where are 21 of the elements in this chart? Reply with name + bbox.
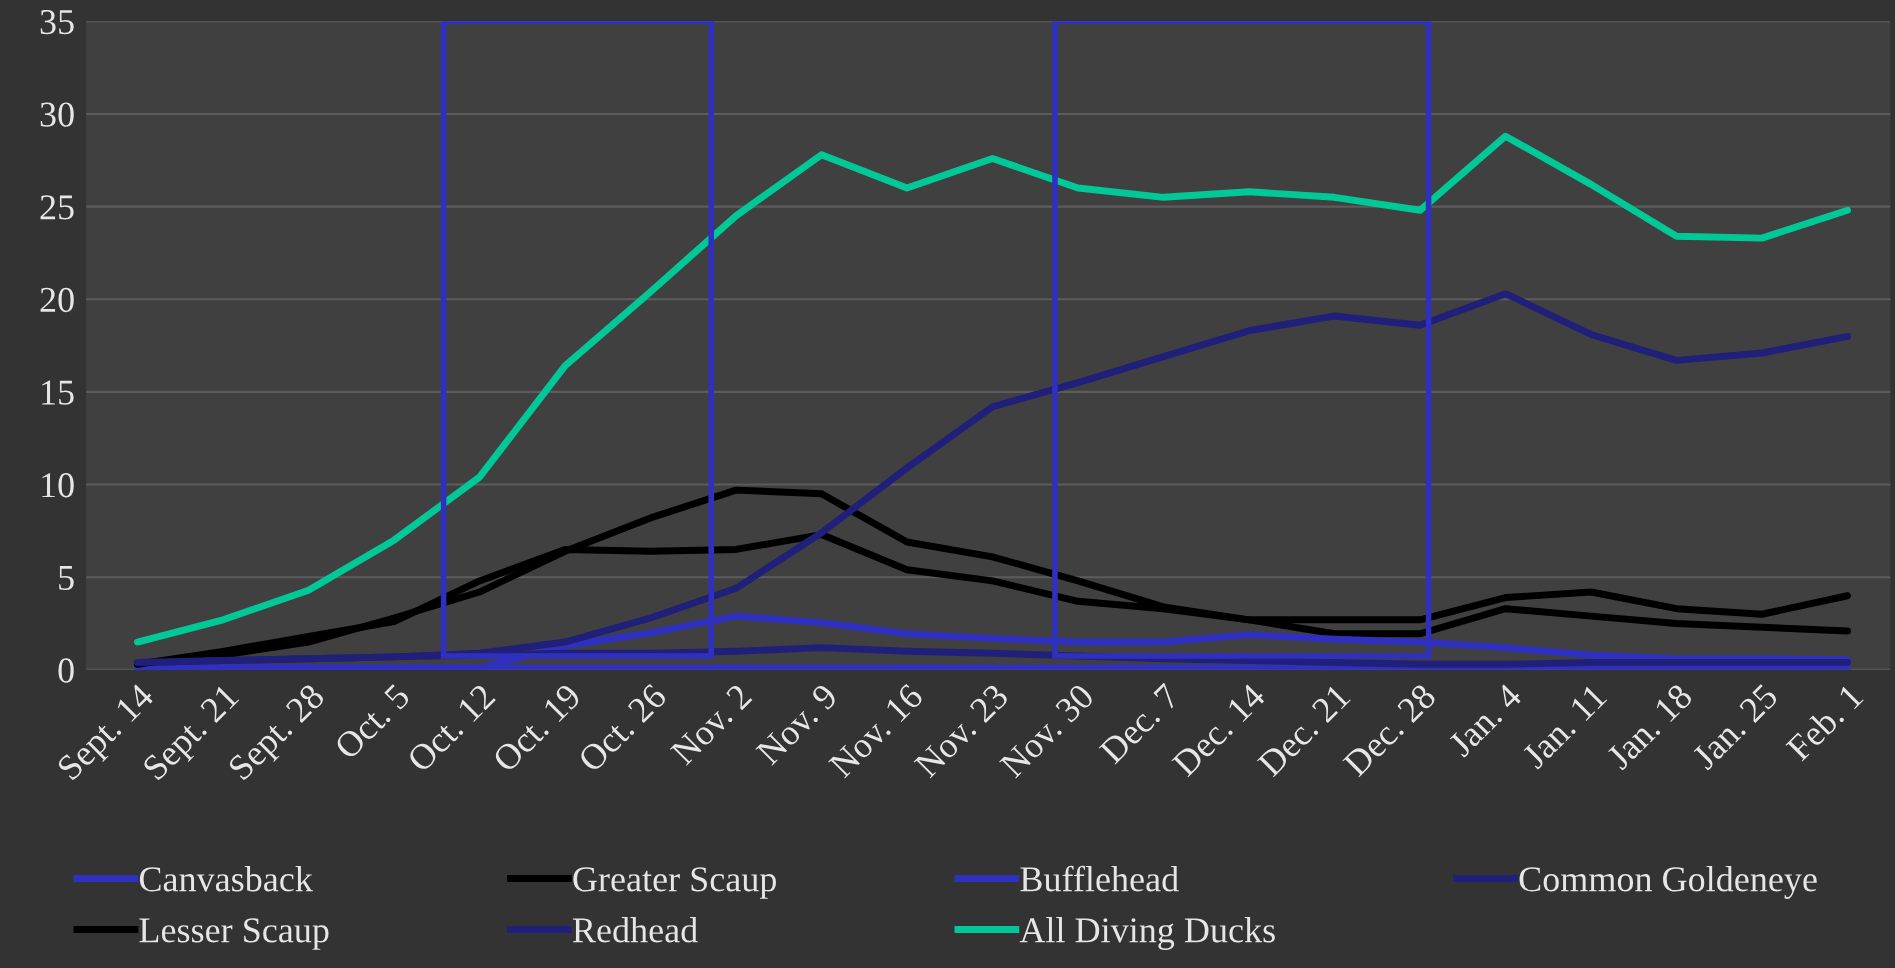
y-tick-label: 15	[42, 380, 74, 405]
y-tick-label: 10	[42, 473, 74, 498]
y-tick-label: 25	[40, 195, 74, 220]
y-tick-label: 20	[40, 287, 74, 313]
legend-label: Bufflehead	[1020, 865, 1179, 892]
x-tick-label: Oct. 26	[577, 682, 668, 774]
legend-label: Canvasback	[139, 866, 313, 892]
legend-label: Lesser Scaup	[139, 918, 329, 950]
x-tick-label: Jan. 4	[1447, 682, 1524, 759]
y-tick-label: 30	[40, 102, 74, 127]
x-tick-label: Jan. 25	[1691, 682, 1780, 771]
legend-label: Greater Scaup	[573, 867, 776, 899]
legend-label: All Diving Ducks	[1019, 917, 1275, 950]
x-tick-label: Feb. 1	[1784, 682, 1865, 763]
legend-label: Common Goldeneye	[1519, 866, 1817, 899]
x-tick-label: Jan. 11	[1521, 683, 1608, 770]
x-tick-label: Nov. 2	[669, 683, 753, 767]
y-tick-label: 5	[59, 566, 74, 591]
y-tick-label: 0	[58, 658, 74, 683]
y-tick-label: 35	[40, 9, 74, 35]
legend-label: Redhead	[572, 917, 698, 943]
